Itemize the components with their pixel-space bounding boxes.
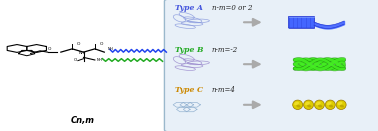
Text: O: O bbox=[74, 58, 77, 62]
Text: Type C: Type C bbox=[175, 86, 203, 94]
Ellipse shape bbox=[314, 100, 324, 110]
Ellipse shape bbox=[336, 100, 346, 110]
Ellipse shape bbox=[316, 102, 321, 105]
Text: n-m=-2: n-m=-2 bbox=[212, 46, 238, 54]
Ellipse shape bbox=[304, 100, 313, 110]
Ellipse shape bbox=[305, 102, 310, 105]
Ellipse shape bbox=[296, 105, 301, 108]
Text: Type B: Type B bbox=[175, 46, 203, 54]
Text: O: O bbox=[99, 42, 103, 46]
Ellipse shape bbox=[294, 102, 299, 105]
Ellipse shape bbox=[293, 100, 303, 110]
Text: NH: NH bbox=[108, 47, 114, 51]
Ellipse shape bbox=[325, 100, 335, 110]
Text: Type A: Type A bbox=[175, 4, 203, 12]
Ellipse shape bbox=[329, 105, 333, 108]
Ellipse shape bbox=[318, 105, 322, 108]
FancyBboxPatch shape bbox=[288, 17, 314, 28]
Ellipse shape bbox=[307, 105, 311, 108]
Ellipse shape bbox=[340, 105, 344, 108]
Text: NH: NH bbox=[97, 58, 102, 62]
Text: n-m=0 or 2: n-m=0 or 2 bbox=[212, 4, 252, 12]
Text: NH: NH bbox=[78, 51, 85, 56]
Text: O: O bbox=[48, 47, 51, 51]
Text: Cn,m: Cn,m bbox=[71, 116, 95, 125]
FancyBboxPatch shape bbox=[164, 0, 378, 131]
Text: O: O bbox=[77, 42, 80, 46]
Text: n-m=4: n-m=4 bbox=[212, 86, 235, 94]
Ellipse shape bbox=[327, 102, 332, 105]
Ellipse shape bbox=[338, 102, 342, 105]
